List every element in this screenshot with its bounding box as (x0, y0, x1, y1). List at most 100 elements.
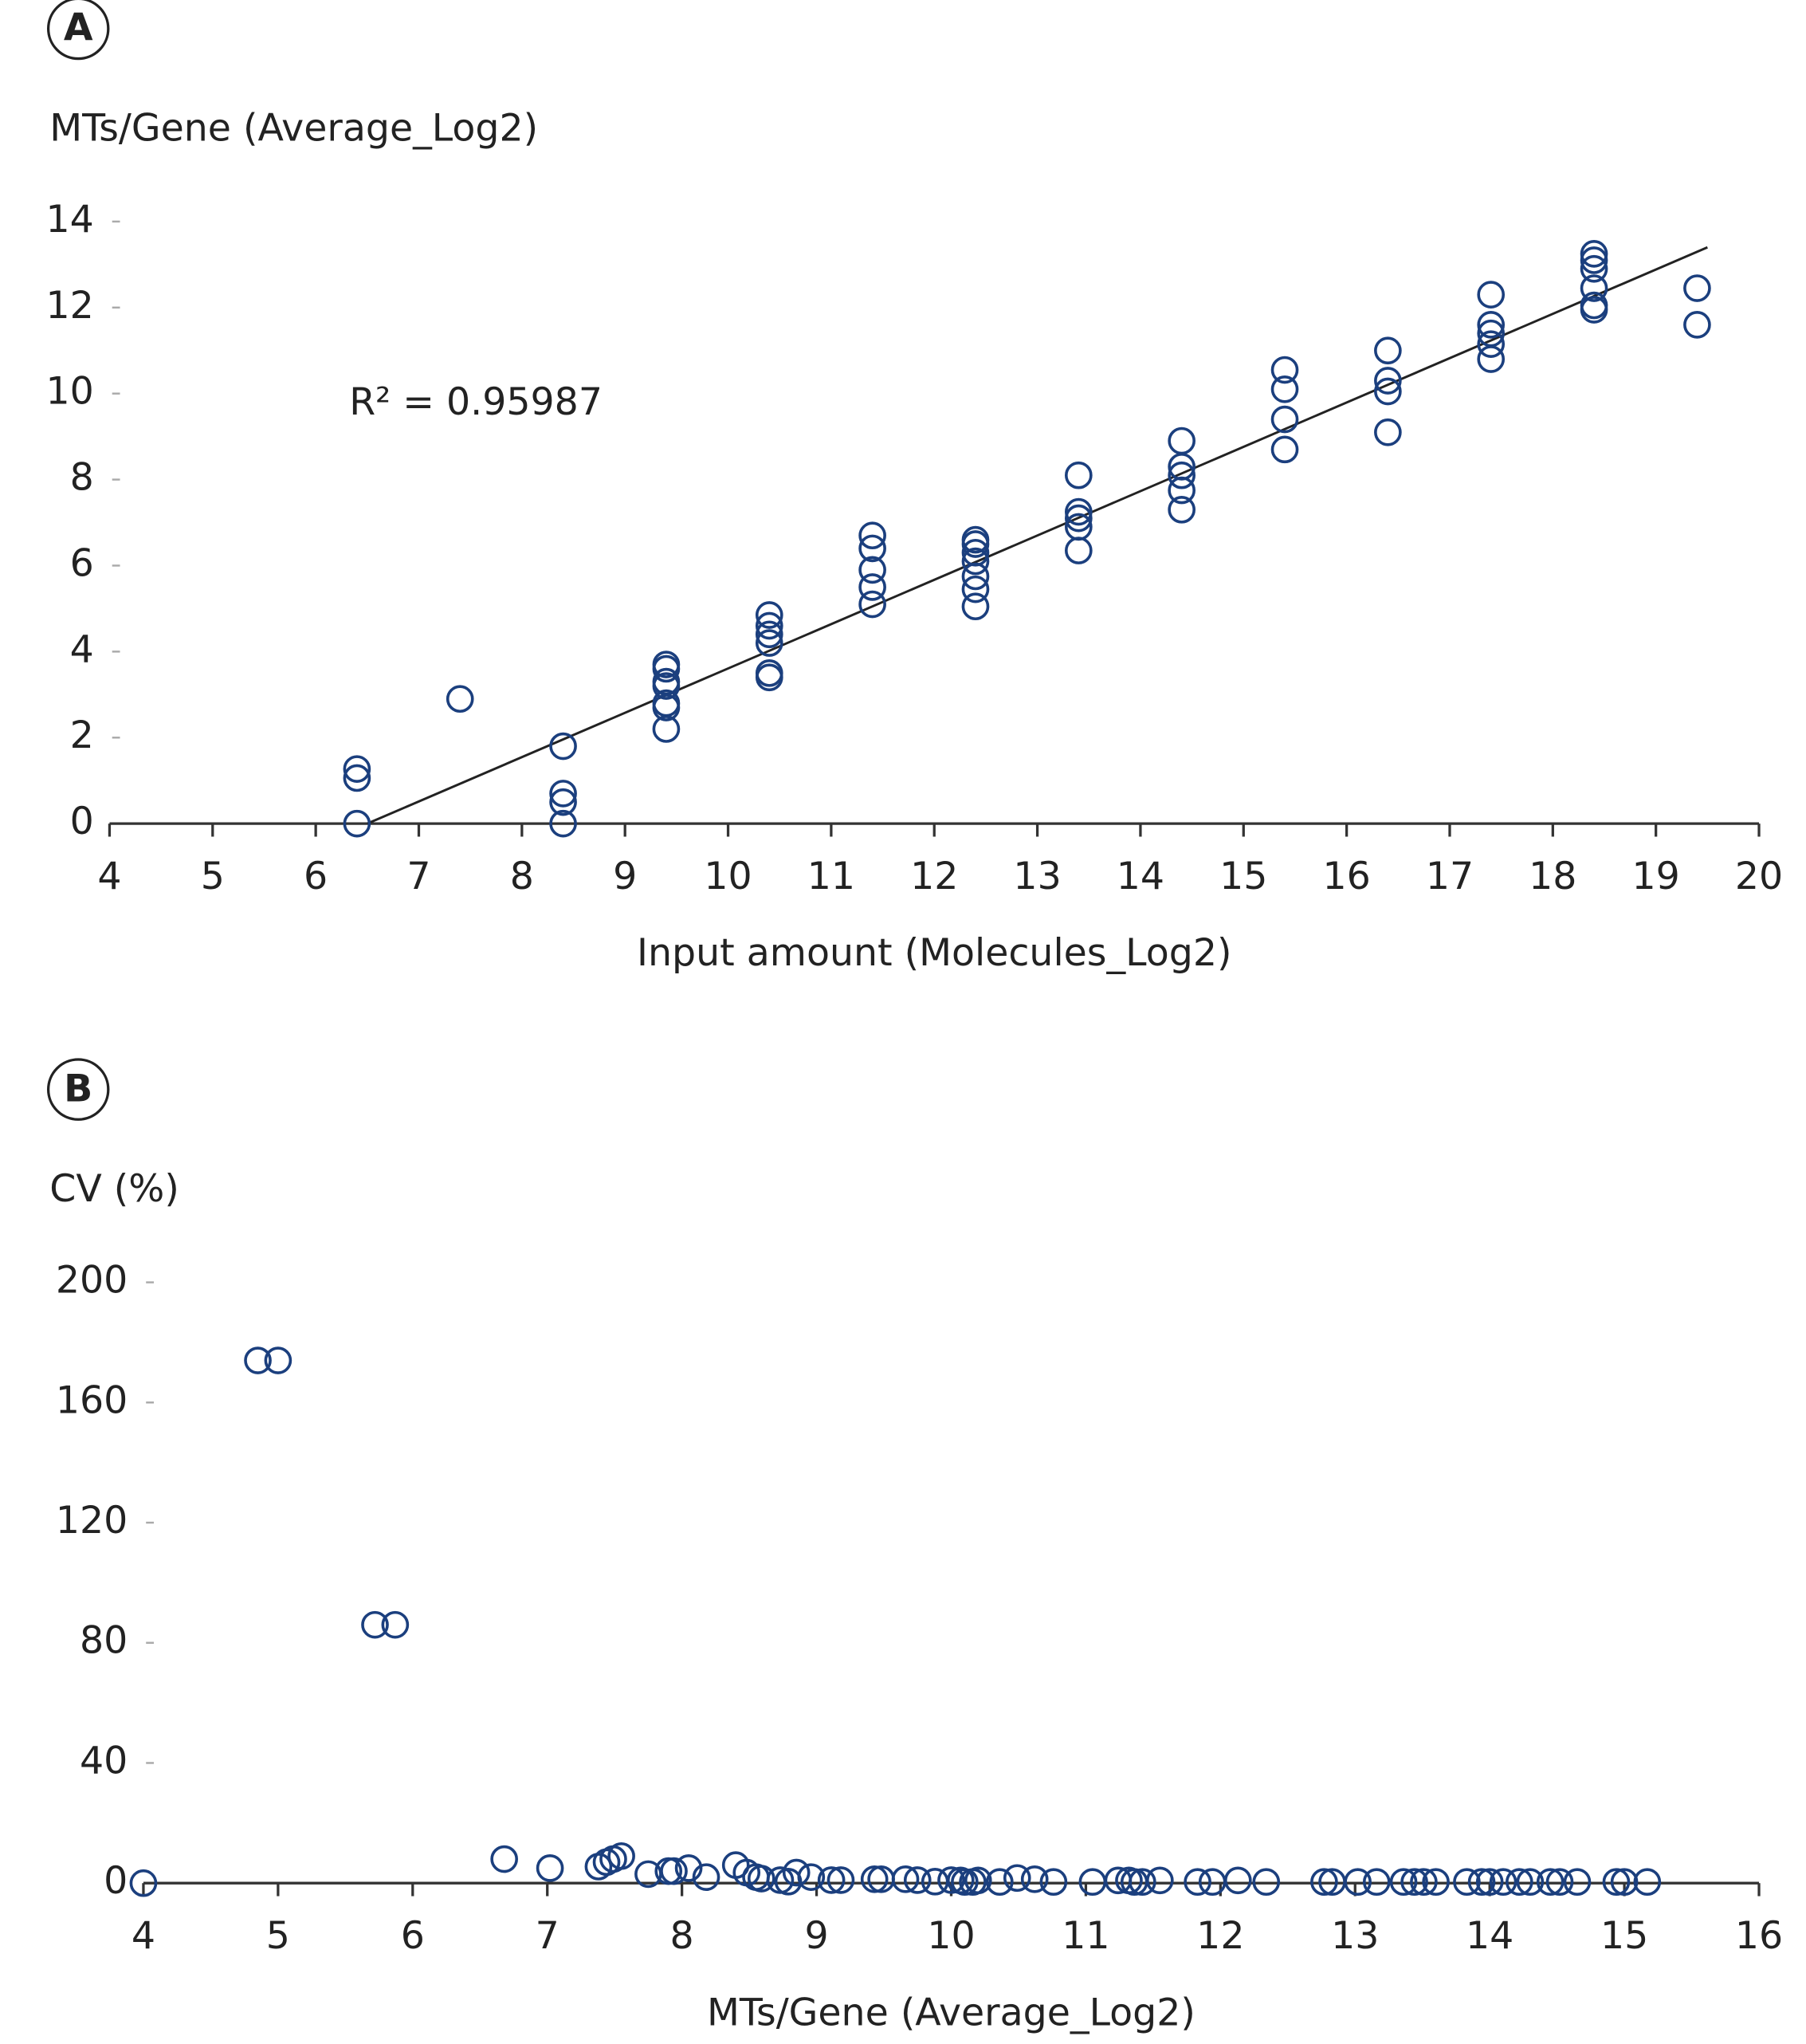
x-tick-label: 12 (1196, 1914, 1244, 1958)
point (674, 1854, 703, 1882)
point (858, 556, 886, 584)
x-tick-label: 12 (910, 855, 958, 898)
point (446, 685, 474, 713)
x-tick-label: 8 (670, 1914, 694, 1958)
y-tick-label: 40 (80, 1739, 128, 1783)
point (490, 1845, 518, 1873)
point (129, 1869, 158, 1897)
point (1516, 1868, 1545, 1897)
point (755, 663, 783, 692)
point (607, 1842, 635, 1870)
y-axis-title: CV (%) (49, 1167, 179, 1211)
point (985, 1868, 1014, 1897)
point (1168, 461, 1195, 489)
point (1467, 1868, 1496, 1897)
point (1536, 1868, 1565, 1897)
point (826, 1866, 855, 1894)
x-tick-label: 7 (406, 855, 430, 898)
point (343, 755, 371, 783)
point (1374, 367, 1402, 395)
point (747, 1865, 775, 1893)
point (1064, 497, 1093, 526)
x-tick-label: 8 (510, 855, 534, 898)
point (858, 521, 886, 550)
point (1064, 504, 1093, 533)
point (1374, 418, 1402, 446)
point (1270, 435, 1299, 464)
x-tick-label: 6 (304, 855, 328, 898)
trendline (367, 246, 1708, 825)
x-tick-label: 5 (266, 1914, 290, 1958)
point (1683, 274, 1711, 302)
point (782, 1858, 811, 1887)
y-axis-title: MTs/Gene (Average_Log2) (49, 106, 538, 150)
y-tick-label: 6 (70, 541, 94, 585)
x-tick-label: 17 (1426, 855, 1474, 898)
y-tick-label: 10 (46, 370, 94, 414)
point (244, 1346, 272, 1374)
point (964, 1866, 992, 1895)
x-tick-label: 9 (804, 1914, 828, 1958)
x-tick-label: 13 (1331, 1914, 1379, 1958)
point (1580, 274, 1608, 302)
x-tick-label: 5 (201, 855, 225, 898)
point (961, 547, 990, 576)
point (1020, 1865, 1049, 1893)
x-tick-label: 19 (1632, 855, 1680, 898)
y-tick-label: 0 (70, 800, 94, 843)
point (860, 1865, 889, 1893)
point (961, 592, 990, 621)
point (1362, 1868, 1391, 1897)
point (1477, 345, 1506, 373)
point (1580, 296, 1608, 324)
point (1252, 1868, 1281, 1897)
y-tick-label: 12 (46, 284, 94, 328)
x-tick-label: 16 (1322, 855, 1370, 898)
x-tick-label: 18 (1529, 855, 1576, 898)
point (1422, 1868, 1450, 1897)
y-tick-label: 14 (46, 198, 94, 242)
x-tick-label: 11 (1062, 1914, 1109, 1958)
annotation: R² = 0.95987 (349, 380, 603, 424)
y-tick-label: 0 (104, 1859, 128, 1903)
point (1003, 1864, 1031, 1893)
x-tick-label: 15 (1600, 1914, 1648, 1958)
point (937, 1866, 965, 1894)
point (1184, 1868, 1211, 1897)
point (1633, 1868, 1662, 1897)
point (1168, 496, 1195, 524)
point (1039, 1868, 1068, 1897)
point (1410, 1868, 1438, 1897)
x-tick-label: 9 (613, 855, 637, 898)
point (1477, 330, 1506, 358)
panel-label: B (64, 1067, 92, 1110)
point (692, 1863, 720, 1891)
x-tick-label: 14 (1466, 1914, 1514, 1958)
point (1580, 254, 1608, 283)
point (858, 590, 886, 619)
point (961, 562, 990, 591)
point (858, 573, 886, 601)
point (891, 1865, 920, 1893)
point (1374, 336, 1402, 365)
y-tick-label: 2 (70, 713, 94, 757)
point (755, 629, 783, 657)
point (1563, 1868, 1592, 1897)
point (1475, 1868, 1504, 1897)
point (1506, 1868, 1533, 1897)
point (1310, 1868, 1338, 1897)
point (1270, 356, 1299, 384)
x-tick-label: 15 (1219, 855, 1267, 898)
y-tick-label: 160 (56, 1378, 128, 1422)
x-tick-label: 7 (536, 1914, 559, 1958)
point (903, 1866, 932, 1894)
point (858, 534, 886, 563)
y-tick-label: 200 (56, 1259, 128, 1303)
point (652, 654, 681, 683)
point (817, 1866, 846, 1894)
x-tick-label: 13 (1013, 855, 1061, 898)
x-tick-label: 11 (807, 855, 855, 898)
panel-label: A (64, 6, 93, 50)
y-tick-label: 80 (80, 1619, 128, 1663)
point (797, 1863, 826, 1891)
